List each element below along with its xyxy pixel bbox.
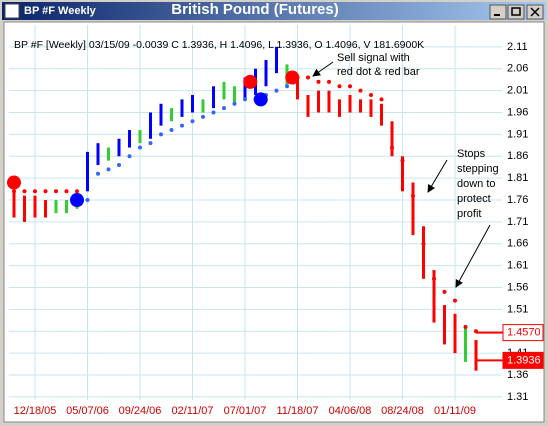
annotation: Sell signal with <box>337 52 410 64</box>
stop-dot <box>138 145 142 150</box>
stop-dot <box>390 145 394 150</box>
x-tick-label: 07/01/07 <box>224 405 267 417</box>
title-bar <box>2 2 546 20</box>
stop-dot <box>211 110 216 115</box>
y-tick-label: 2.11 <box>507 41 528 53</box>
signal-dot <box>7 175 21 190</box>
stop-dot <box>453 298 457 303</box>
stop-dot <box>285 84 289 89</box>
y-tick-label: 1.56 <box>507 281 528 293</box>
stop-dot <box>337 84 342 89</box>
info-line: BP #F [Weekly] 03/15/09 -0.0039 C 1.3936… <box>14 39 424 51</box>
stop-dot <box>327 79 331 84</box>
y-tick-label: 2.01 <box>507 85 528 97</box>
x-tick-label: 02/11/07 <box>171 405 213 417</box>
x-tick-label: 12/18/05 <box>14 405 57 417</box>
stop-dot <box>96 171 100 176</box>
x-tick-label: 05/07/06 <box>66 405 109 417</box>
y-tick-label: 1.96 <box>507 106 528 118</box>
stop-dot <box>400 158 405 163</box>
annotation: protect <box>457 193 491 205</box>
stop-dot <box>33 189 37 194</box>
signal-dot <box>243 74 258 89</box>
y-tick-label: 1.86 <box>507 150 528 162</box>
stop-dot <box>411 193 415 198</box>
y-tick-label: 1.76 <box>507 194 528 206</box>
y-tick-label: 1.91 <box>507 128 528 140</box>
annotation: red dot & red bar <box>337 66 420 78</box>
stop-dot <box>432 276 436 281</box>
x-tick-label: 01/11/09 <box>434 405 476 417</box>
stop-dot <box>54 189 58 194</box>
signal-dot <box>253 92 268 107</box>
x-tick-label: 11/18/07 <box>276 405 318 417</box>
stop-dot <box>75 189 79 194</box>
stop-dot <box>43 189 48 194</box>
signal-dot <box>70 193 84 208</box>
stop-dot <box>232 101 237 106</box>
stop-dot <box>106 167 111 172</box>
stop-dot <box>180 123 184 128</box>
stop-dot <box>243 97 247 102</box>
y-tick-label: 1.81 <box>507 172 528 184</box>
annotation-arrow <box>312 61 334 77</box>
signal-dot <box>285 70 300 85</box>
stop-dot <box>379 97 384 102</box>
stop-dot <box>148 141 153 146</box>
price-label: 1.3936 <box>507 354 541 366</box>
stop-dot <box>274 88 279 93</box>
x-tick-label: 09/24/06 <box>119 405 162 417</box>
y-tick-label: 1.61 <box>507 260 528 272</box>
window-title: BP #F Weekly <box>24 5 97 17</box>
annotation: profit <box>457 208 481 220</box>
stop-dot <box>190 119 195 124</box>
chart-title: British Pound (Futures) <box>171 1 339 18</box>
annotation-arrow <box>455 224 491 288</box>
y-tick-label: 1.31 <box>507 391 528 403</box>
x-tick-label: 04/06/08 <box>329 405 372 417</box>
y-tick-label: 1.71 <box>507 216 528 228</box>
stop-dot <box>12 189 16 194</box>
window-buttons[interactable] <box>489 4 544 20</box>
stop-dot <box>85 198 90 203</box>
stop-dot <box>348 84 352 89</box>
annotation: Stops <box>457 148 486 160</box>
stop-dot <box>222 106 226 111</box>
y-tick-label: 2.06 <box>507 63 528 75</box>
stop-dot <box>463 324 468 329</box>
stop-dot <box>201 114 205 119</box>
stop-dot <box>22 189 27 194</box>
maximize-button[interactable] <box>507 4 525 20</box>
stop-dot <box>169 128 174 133</box>
stop-dot <box>64 189 69 194</box>
x-tick-label: 08/24/08 <box>381 405 424 417</box>
stop-dot <box>127 154 132 159</box>
y-tick-label: 1.51 <box>507 303 528 315</box>
stop-dot <box>117 163 121 168</box>
y-tick-label: 1.66 <box>507 238 528 250</box>
stop-dot <box>306 75 310 80</box>
minimize-button[interactable] <box>489 4 507 20</box>
annotation: down to <box>457 178 496 190</box>
stop-dot <box>358 88 363 93</box>
y-tick-label: 1.36 <box>507 369 528 381</box>
stop-dot <box>159 132 163 137</box>
stop-dot <box>421 241 426 246</box>
stop-dot <box>369 93 373 98</box>
price-label-box <box>502 324 544 342</box>
price-label-box <box>502 351 544 369</box>
price-label: 1.4570 <box>507 327 541 339</box>
stop-dot <box>442 289 447 294</box>
stop-dot <box>316 79 321 84</box>
annotation-arrow <box>427 159 448 193</box>
annotation: stepping <box>457 163 499 175</box>
app-icon <box>4 3 20 19</box>
